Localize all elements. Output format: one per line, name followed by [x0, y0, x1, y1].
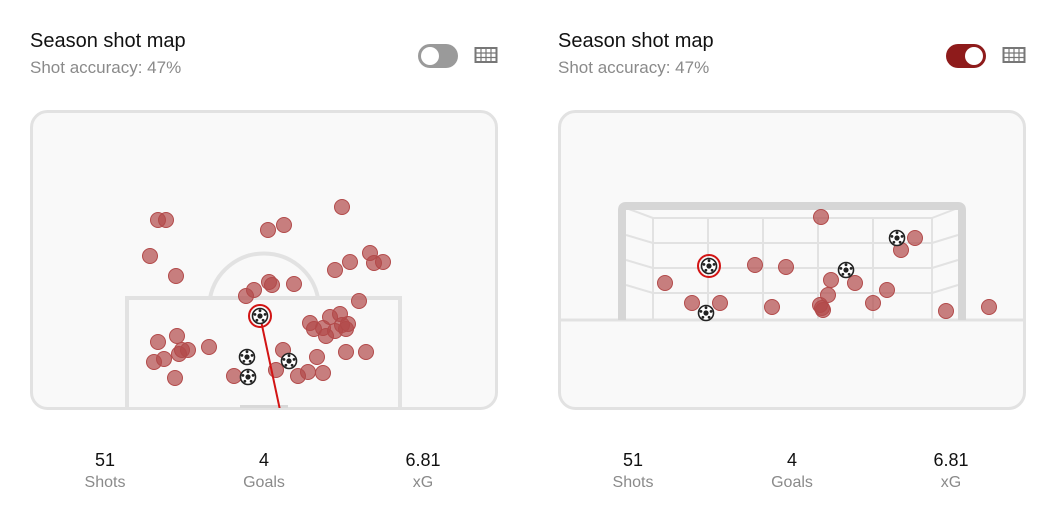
shot-marker[interactable]	[340, 316, 356, 332]
xg-value: 6.81	[405, 450, 441, 470]
shot-marker[interactable]	[142, 248, 158, 264]
toggle-knob	[965, 47, 983, 65]
goal-view-toggle[interactable]	[946, 44, 986, 68]
shot-marker[interactable]	[260, 222, 276, 238]
goals-label: Goals	[243, 474, 285, 491]
shot-accuracy-text: Shot accuracy: 47%	[30, 58, 182, 77]
soccer-ball-icon[interactable]	[239, 368, 257, 386]
shot-marker[interactable]	[264, 277, 280, 293]
stat-goals: 4 Goals	[204, 448, 324, 492]
shot-map-card-pitch: Season shot map Shot accuracy: 47% 51 Sh…	[0, 0, 500, 518]
shot-accuracy-text: Shot accuracy: 47%	[558, 58, 710, 77]
selected-shot-ring	[697, 254, 721, 278]
stat-xg: 6.81 xG	[891, 448, 1011, 492]
shot-marker[interactable]	[309, 349, 325, 365]
shot-marker[interactable]	[823, 272, 839, 288]
shot-marker[interactable]	[712, 295, 728, 311]
shot-marker[interactable]	[334, 199, 350, 215]
shot-marker[interactable]	[764, 299, 780, 315]
shot-marker[interactable]	[938, 303, 954, 319]
selected-shot-ring	[248, 304, 272, 328]
card-title: Season shot map	[30, 30, 186, 52]
shot-marker[interactable]	[286, 276, 302, 292]
shot-marker[interactable]	[168, 268, 184, 284]
shot-map-card-goal: Season shot map Shot accuracy: 47%	[528, 0, 1028, 518]
shot-marker[interactable]	[156, 351, 172, 367]
soccer-ball-icon[interactable]	[888, 229, 906, 247]
shot-marker[interactable]	[813, 209, 829, 225]
shot-marker[interactable]	[778, 259, 794, 275]
shot-marker[interactable]	[315, 365, 331, 381]
shot-trajectory-line	[259, 315, 281, 408]
shot-marker[interactable]	[290, 368, 306, 384]
shot-marker[interactable]	[150, 334, 166, 350]
card-title: Season shot map	[558, 30, 714, 52]
shot-marker[interactable]	[865, 295, 881, 311]
goals-value: 4	[258, 450, 269, 470]
shots-label: Shots	[84, 474, 126, 491]
pitch-shot-map	[30, 110, 498, 410]
soccer-ball-icon[interactable]	[238, 348, 256, 366]
shots-value: 51	[94, 450, 116, 470]
goal-net-icon[interactable]	[1002, 46, 1026, 64]
shot-marker[interactable]	[747, 257, 763, 273]
soccer-ball-icon[interactable]	[837, 261, 855, 279]
shot-marker[interactable]	[814, 300, 830, 316]
shot-marker[interactable]	[226, 368, 242, 384]
shots-value: 51	[622, 450, 644, 470]
shot-marker[interactable]	[981, 299, 997, 315]
shot-marker[interactable]	[820, 287, 836, 303]
shot-marker[interactable]	[246, 282, 262, 298]
stat-shots: 51 Shots	[573, 448, 693, 492]
shot-marker[interactable]	[180, 342, 196, 358]
goals-label: Goals	[771, 474, 813, 491]
shot-marker[interactable]	[358, 344, 374, 360]
stat-shots: 51 Shots	[45, 448, 165, 492]
stat-goals: 4 Goals	[732, 448, 852, 492]
shot-marker[interactable]	[169, 328, 185, 344]
xg-value: 6.81	[933, 450, 969, 470]
shots-label: Shots	[612, 474, 654, 491]
shot-marker[interactable]	[167, 370, 183, 386]
shot-marker[interactable]	[879, 282, 895, 298]
shot-marker[interactable]	[351, 293, 367, 309]
shot-marker[interactable]	[342, 254, 358, 270]
xg-label: xG	[412, 474, 434, 491]
shot-marker[interactable]	[158, 212, 174, 228]
soccer-ball-icon[interactable]	[280, 352, 298, 370]
soccer-ball-icon[interactable]	[700, 257, 718, 275]
stat-xg: 6.81 xG	[363, 448, 483, 492]
xg-label: xG	[940, 474, 962, 491]
goal-mouth	[240, 405, 288, 408]
goal-frame-shot-map	[558, 110, 1026, 410]
soccer-ball-icon[interactable]	[697, 304, 715, 322]
shot-marker[interactable]	[338, 344, 354, 360]
shot-marker[interactable]	[375, 254, 391, 270]
shot-marker[interactable]	[847, 275, 863, 291]
toggle-knob	[421, 47, 439, 65]
shot-marker[interactable]	[201, 339, 217, 355]
goals-value: 4	[786, 450, 797, 470]
shot-marker[interactable]	[276, 217, 292, 233]
shot-marker[interactable]	[684, 295, 700, 311]
goal-net-icon[interactable]	[474, 46, 498, 64]
shot-marker[interactable]	[907, 230, 923, 246]
shot-marker[interactable]	[327, 262, 343, 278]
shot-marker[interactable]	[657, 275, 673, 291]
soccer-ball-icon[interactable]	[251, 307, 269, 325]
goal-view-toggle[interactable]	[418, 44, 458, 68]
